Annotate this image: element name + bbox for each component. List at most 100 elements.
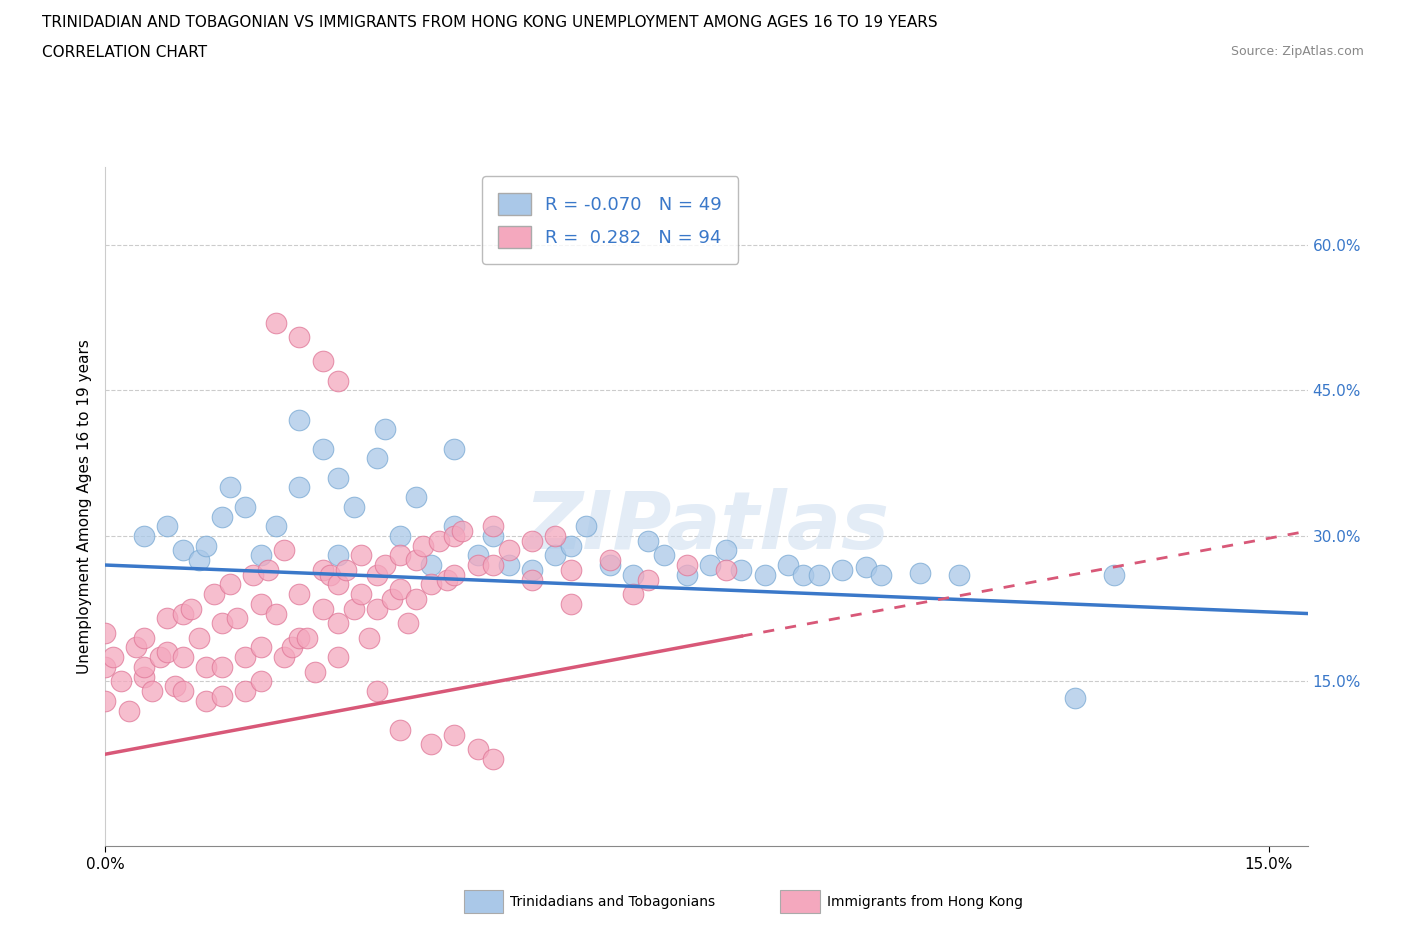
Point (520, 534, 543, 549)
Point (211, 509, 233, 524)
Point (405, 591, 427, 606)
Point (482, 519, 505, 534)
Point (621, 567, 644, 582)
Point (381, 591, 404, 606)
Point (280, 640, 302, 655)
Point (676, 567, 699, 582)
Point (288, 631, 311, 645)
Point (389, 528, 412, 543)
Point (195, 538, 218, 553)
Point (249, 640, 271, 655)
Point (264, 519, 287, 534)
Point (714, 543, 737, 558)
Point (359, 631, 381, 645)
Point (226, 611, 249, 626)
Point (343, 602, 366, 617)
Point (350, 548, 373, 563)
Point (498, 558, 520, 573)
Point (156, 611, 179, 626)
Point (350, 587, 373, 602)
Text: CORRELATION CHART: CORRELATION CHART (42, 45, 207, 60)
Point (288, 480, 311, 495)
Point (948, 567, 970, 582)
Point (94, 626, 117, 641)
Point (482, 558, 505, 573)
Point (326, 650, 349, 665)
Point (319, 567, 342, 582)
Point (156, 519, 179, 534)
Point (264, 315, 287, 330)
Point (233, 684, 256, 698)
Point (714, 563, 737, 578)
Point (249, 596, 271, 611)
Point (520, 572, 543, 587)
Point (110, 674, 132, 689)
Point (264, 606, 287, 621)
Point (326, 471, 349, 485)
Point (412, 538, 434, 553)
Point (273, 650, 295, 665)
Point (134, 670, 156, 684)
Point (335, 563, 357, 578)
Point (326, 577, 349, 591)
Point (443, 528, 465, 543)
Point (172, 543, 194, 558)
Point (374, 558, 396, 573)
Point (652, 548, 675, 563)
Point (172, 650, 194, 665)
Point (172, 606, 194, 621)
Point (273, 543, 295, 558)
Point (443, 727, 465, 742)
Point (498, 543, 520, 558)
Point (118, 703, 141, 718)
Point (443, 519, 465, 534)
Point (544, 528, 567, 543)
Point (202, 587, 225, 602)
Point (637, 534, 659, 549)
Point (326, 548, 349, 563)
Point (187, 631, 209, 645)
Point (420, 737, 443, 752)
Point (134, 659, 156, 674)
Point (467, 548, 489, 563)
Text: Source: ZipAtlas.com: Source: ZipAtlas.com (1230, 45, 1364, 58)
Point (343, 499, 366, 514)
Point (218, 480, 240, 495)
Point (467, 742, 489, 757)
Point (103, 650, 125, 665)
Point (180, 602, 202, 617)
Point (831, 563, 853, 578)
Point (218, 577, 240, 591)
Point (326, 373, 349, 388)
Point (311, 602, 333, 617)
Point (389, 548, 412, 563)
Point (211, 659, 233, 674)
Y-axis label: Unemployment Among Ages 16 to 19 years: Unemployment Among Ages 16 to 19 years (76, 339, 91, 674)
Point (792, 567, 814, 582)
Point (420, 558, 443, 573)
Point (451, 524, 474, 538)
Point (149, 650, 172, 665)
Point (156, 644, 179, 659)
Point (288, 587, 311, 602)
Point (195, 694, 218, 709)
Point (1102, 567, 1125, 582)
Point (575, 519, 598, 534)
Point (560, 538, 582, 553)
Point (311, 354, 333, 369)
Point (134, 631, 156, 645)
Point (855, 560, 877, 575)
Point (311, 441, 333, 456)
Point (443, 441, 465, 456)
Point (172, 684, 194, 698)
Point (405, 490, 427, 505)
Point (870, 567, 893, 582)
Point (420, 577, 443, 591)
Point (1064, 690, 1087, 705)
Point (187, 552, 209, 567)
Point (366, 567, 388, 582)
Point (366, 602, 388, 617)
Point (233, 650, 256, 665)
Point (211, 616, 233, 631)
Point (699, 558, 721, 573)
